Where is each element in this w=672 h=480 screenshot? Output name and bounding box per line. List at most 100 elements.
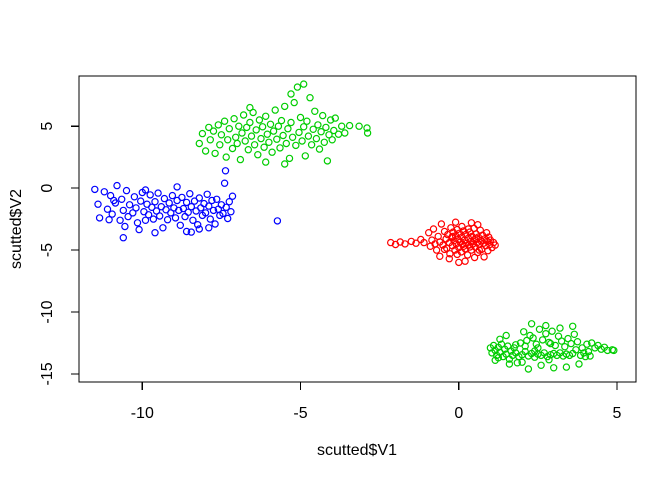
data-point (265, 138, 273, 146)
data-point (228, 192, 237, 200)
data-point (176, 221, 184, 229)
data-point (241, 137, 249, 145)
data-point (268, 148, 276, 156)
data-point (512, 341, 520, 349)
y-tick-label: -10 (39, 300, 56, 323)
data-point (464, 225, 472, 233)
data-point (453, 250, 461, 259)
data-point (189, 216, 197, 224)
data-point (238, 129, 246, 137)
x-axis-title: scutted$V1 (317, 442, 397, 459)
data-point (209, 206, 218, 215)
data-point (252, 126, 260, 134)
data-point (290, 98, 298, 107)
data-point (203, 190, 211, 198)
data-point (135, 225, 143, 234)
data-point (95, 214, 104, 222)
data-point (338, 122, 346, 130)
data-point (328, 136, 336, 144)
data-point (407, 237, 415, 246)
data-point (225, 124, 233, 133)
data-point (546, 339, 555, 348)
data-point (129, 209, 137, 217)
data-point (545, 356, 553, 364)
data-point (482, 228, 491, 237)
data-point (178, 193, 186, 202)
data-point (201, 147, 210, 155)
data-point (246, 118, 254, 127)
data-point (119, 206, 128, 215)
data-point (125, 201, 134, 209)
data-point (154, 189, 162, 197)
data-point (300, 123, 308, 131)
data-point (437, 220, 446, 228)
data-point (205, 224, 213, 232)
data-point (307, 141, 316, 149)
data-point (556, 324, 564, 332)
data-point (141, 186, 150, 194)
series-cluster-red (387, 218, 499, 267)
data-point (220, 179, 229, 187)
data-point (257, 134, 265, 143)
data-point (610, 346, 618, 355)
data-point (317, 127, 325, 136)
x-tick-label: -10 (131, 405, 154, 422)
data-point (461, 257, 469, 265)
data-point (195, 225, 203, 233)
data-point (401, 240, 409, 248)
axis-layer: -10 -5 0 5 5 0 -5 -10 -15 (39, 75, 637, 422)
data-point (463, 251, 472, 259)
data-point (193, 220, 202, 229)
data-point (116, 216, 124, 224)
data-point (165, 199, 173, 207)
data-point (163, 215, 172, 224)
data-point (497, 340, 506, 348)
data-point (276, 144, 284, 152)
data-point (181, 212, 189, 221)
data-point (295, 128, 303, 137)
data-point (387, 238, 395, 247)
data-point (91, 185, 99, 194)
data-point (301, 152, 309, 160)
data-point (151, 197, 159, 206)
data-point (569, 322, 577, 330)
data-point (119, 233, 128, 242)
data-point (451, 218, 460, 226)
data-point (298, 137, 306, 145)
data-point (300, 80, 308, 88)
data-point (355, 122, 363, 130)
data-point (219, 209, 227, 218)
data-point (94, 200, 102, 208)
data-point (223, 214, 232, 223)
data-point (532, 340, 541, 348)
data-point (239, 111, 248, 119)
data-point (100, 188, 109, 196)
data-point (518, 358, 526, 366)
data-point (136, 197, 145, 205)
data-point (220, 117, 229, 125)
data-point (287, 118, 295, 127)
data-point (160, 194, 169, 203)
data-point (494, 354, 502, 362)
data-point (311, 107, 319, 116)
data-point (584, 347, 593, 356)
data-point (334, 130, 343, 138)
data-point (281, 102, 289, 111)
data-point (586, 352, 594, 360)
data-point (122, 186, 131, 195)
data-point (221, 167, 230, 175)
series-cluster-blue (91, 167, 282, 242)
data-point (489, 341, 498, 350)
data-point (287, 90, 295, 98)
data-point (113, 181, 121, 190)
data-point (141, 216, 150, 224)
data-point (455, 258, 463, 267)
data-point (470, 253, 479, 262)
data-point (491, 241, 499, 249)
data-point (228, 144, 237, 153)
data-point (206, 136, 214, 144)
data-point (429, 225, 438, 233)
data-point (458, 222, 466, 231)
data-point (217, 131, 226, 139)
